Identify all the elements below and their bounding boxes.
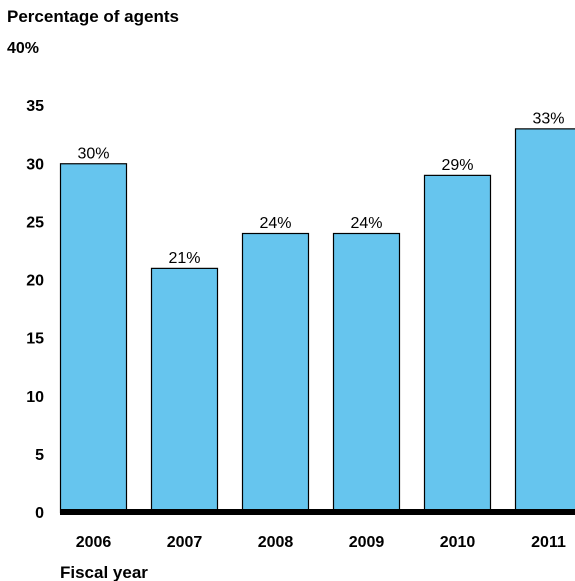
y-tick-label: 25 [26,214,44,231]
y-tick-label: 5 [35,447,44,464]
data-label-2006: 30% [77,145,109,162]
data-label-2011: 33% [532,110,564,127]
data-label-2010: 29% [441,157,473,174]
x-axis-baseline [60,509,575,515]
y-tick-label: 30 [26,156,44,173]
y-tick-label: 40% [7,40,39,57]
bar-2009 [332,232,401,514]
bar-2011 [514,128,575,514]
y-tick-label: 10 [26,389,44,406]
y-axis-ticks: 0 5 10 15 20 25 30 35 40% [7,40,44,522]
x-axis-ticks: 2006 2007 2008 2009 2010 2011 [76,534,566,551]
y-axis-title: Percentage of agents [7,7,179,26]
y-tick-label: 20 [26,273,44,290]
y-tick-label: 35 [26,98,44,115]
x-tick-label: 2006 [76,534,112,551]
bar-2006 [59,163,128,514]
x-tick-label: 2010 [440,534,476,551]
x-tick-label: 2007 [167,534,203,551]
data-labels: 30% 21% 24% 24% 29% 33% [77,110,564,267]
data-label-2009: 24% [350,215,382,232]
y-tick-label: 0 [35,505,44,522]
bar-2007 [150,267,219,514]
x-axis-title: Fiscal year [60,563,148,581]
bar-2008 [241,232,310,514]
data-label-2007: 21% [168,250,200,267]
y-tick-label: 15 [26,331,44,348]
x-tick-label: 2009 [349,534,385,551]
bars [59,128,575,514]
x-tick-label: 2011 [531,534,566,551]
x-tick-label: 2008 [258,534,294,551]
data-label-2008: 24% [259,215,291,232]
bar-2010 [423,174,492,514]
